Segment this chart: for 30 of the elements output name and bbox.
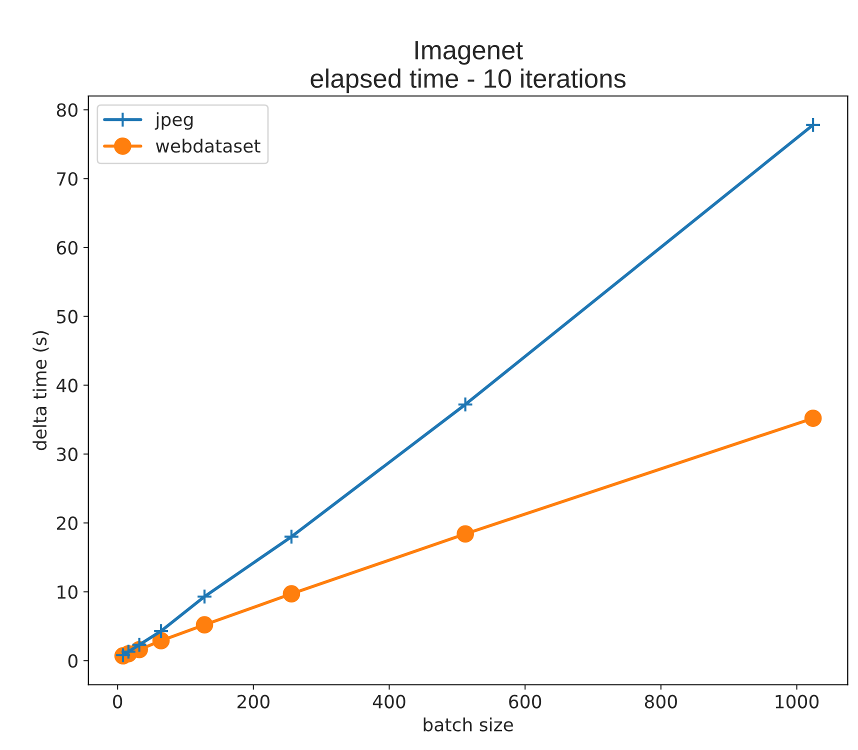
legend-label: jpeg [154, 112, 193, 130]
point [805, 116, 822, 133]
x-tick-label: 200 [238, 694, 270, 708]
y-tick-label: 10 [58, 585, 78, 599]
chart-title: Imagenet elapsed time - 10 iterations [310, 41, 626, 94]
point [457, 396, 474, 412]
x-tick-label: 800 [644, 694, 677, 708]
y-tick-label: 50 [57, 310, 78, 324]
x-tick-label: 400 [372, 694, 406, 708]
point [196, 588, 213, 605]
y-tick-label: 30 [57, 448, 78, 462]
y-tick-label: 80 [56, 103, 78, 117]
legend-label: webdataset [156, 138, 260, 153]
x-axis-title: batch size [424, 718, 513, 732]
y-tick-label: 70 [57, 172, 78, 186]
y-tick-label: 20 [57, 516, 78, 530]
y-axis-title: delta time (s) [32, 331, 49, 450]
x-tick-label: 0 [113, 694, 122, 708]
point [283, 528, 300, 545]
x-tick-label: 600 [509, 694, 542, 708]
point [282, 585, 300, 603]
point [456, 525, 474, 543]
x-tick-label: 1000 [776, 694, 819, 708]
point [804, 410, 822, 427]
point [196, 616, 214, 634]
y-tick-label: 40 [56, 378, 78, 392]
point [152, 632, 170, 650]
y-tick-label: 0 [68, 654, 78, 668]
y-tick-label: 60 [56, 240, 78, 255]
point [153, 623, 170, 640]
